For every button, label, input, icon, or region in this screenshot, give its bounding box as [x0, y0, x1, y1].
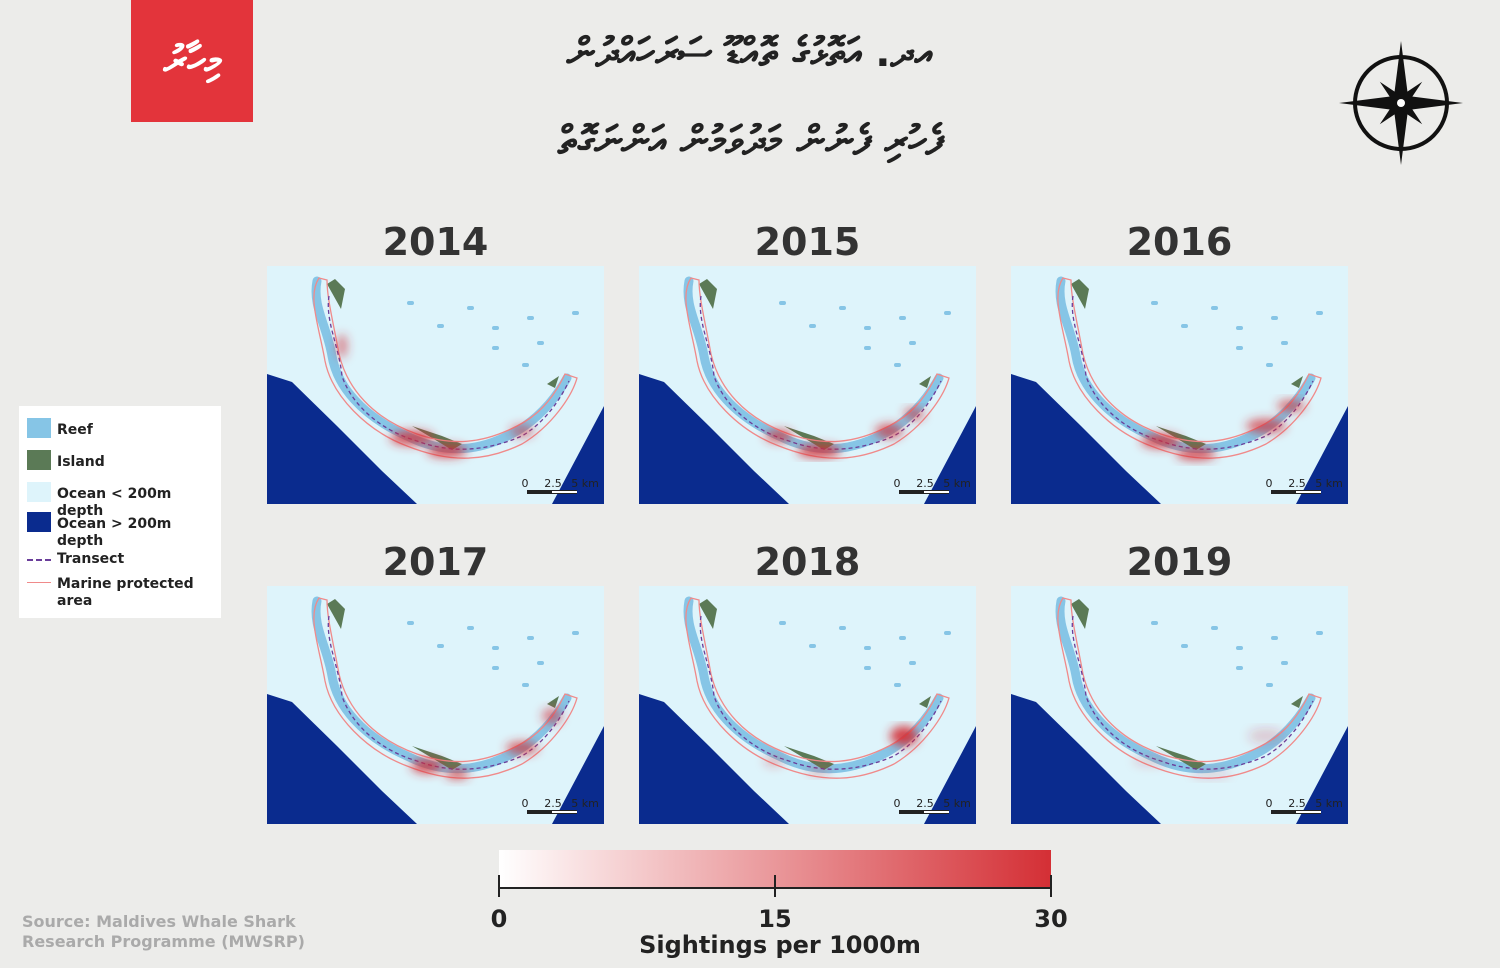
heat-blob — [1133, 756, 1169, 766]
heat-blob — [875, 424, 903, 438]
scale-label: 2.5 — [1288, 797, 1306, 810]
map-year: 2019 — [1126, 540, 1233, 584]
heat-blob — [390, 431, 434, 445]
title-line: އދ. އަތޮޅުގެ ތޮއްޑޫ ސަރަހައްދުން — [566, 30, 934, 76]
heat-blob — [1191, 770, 1231, 778]
heat-blob — [445, 769, 469, 779]
sightings-heat — [411, 708, 562, 779]
legend-label: Ocean > 200m depth — [57, 516, 172, 549]
sightings-heat — [1141, 400, 1305, 460]
legend-label: Island — [57, 454, 105, 470]
scale-label: 5 km — [571, 477, 599, 490]
heat-blob — [1246, 419, 1286, 433]
colorbar-tick-label: 30 — [1034, 905, 1067, 933]
scale-label: 2.5 — [544, 797, 562, 810]
compass — [1339, 41, 1463, 165]
heat-blob — [506, 742, 538, 754]
sightings-heat — [337, 334, 534, 457]
colorbar: Sightings per 1000m 0 15 30 — [491, 850, 1068, 959]
scale-label: 0 — [1266, 477, 1273, 490]
source: Source: Maldives Whale Shark Research Pr… — [22, 912, 305, 951]
heat-blob — [542, 708, 562, 724]
heat-blob — [807, 767, 831, 775]
map: 0 2.5 5 km — [1011, 586, 1348, 824]
sightings-heat — [765, 408, 924, 457]
sightings-heat — [1133, 728, 1284, 778]
legend-label: Marine protected area — [57, 576, 194, 609]
map-year: 2017 — [382, 540, 489, 584]
heat-blob — [510, 425, 534, 437]
heat-blob — [764, 756, 784, 766]
title-line: ފެހުރި ފެނުން މަދުވަމުން އަންނަގޮތް — [557, 118, 943, 164]
heat-blob — [1176, 448, 1216, 460]
map-year: 2014 — [382, 220, 489, 264]
scale-label: 0 — [1266, 797, 1273, 810]
scale-label: 2.5 — [916, 477, 934, 490]
heat-blob — [797, 445, 841, 457]
map: 0 2.5 5 km — [639, 266, 976, 504]
map-year: 2016 — [1126, 220, 1233, 264]
heat-blob — [1277, 400, 1305, 412]
colorbar-tick-label: 15 — [758, 905, 791, 933]
scale-label: 5 km — [571, 797, 599, 810]
map: 0 2.5 5 km — [639, 586, 976, 824]
scale-label: 2.5 — [1288, 477, 1306, 490]
legend-label: Transect — [57, 551, 125, 567]
legend-swatch — [27, 512, 51, 532]
scale-label: 0 — [894, 477, 901, 490]
scale-label: 5 km — [1315, 477, 1343, 490]
logo: މިހާރު — [131, 0, 253, 122]
legend-swatch — [27, 482, 51, 502]
map: 0 2.5 5 km — [267, 586, 604, 824]
heat-blob — [337, 334, 347, 358]
legend-swatch — [27, 450, 51, 470]
sightings-heat — [764, 726, 918, 775]
scale-label: 5 km — [943, 477, 971, 490]
scale-label: 5 km — [1315, 797, 1343, 810]
heat-blob — [427, 445, 467, 457]
scale-label: 2.5 — [916, 797, 934, 810]
legend: Reef Island Ocean < 200m depth Ocean > 200m… — [19, 406, 221, 618]
map: 0 2.5 5 km — [1011, 266, 1348, 504]
heat-blob — [1248, 728, 1284, 744]
scale-label: 5 km — [943, 797, 971, 810]
legend-label: Ocean < 200m depth — [57, 486, 172, 519]
map: 0 2.5 5 km — [267, 266, 604, 504]
map-year: 2018 — [754, 540, 861, 584]
scale-label: 0 — [894, 797, 901, 810]
colorbar-tick-label: 0 — [491, 905, 508, 933]
legend-swatch — [27, 559, 51, 561]
legend-label: Reef — [57, 422, 93, 438]
heat-blob — [1141, 434, 1181, 448]
scale-label: 2.5 — [544, 477, 562, 490]
map-year: 2015 — [754, 220, 861, 264]
legend-swatch — [27, 582, 51, 583]
colorbar-label: Sightings per 1000m — [639, 931, 921, 959]
heat-blob — [904, 408, 924, 420]
scale-label: 0 — [522, 477, 529, 490]
heat-blob — [411, 759, 443, 773]
heat-blob — [890, 726, 918, 746]
scale-label: 0 — [522, 797, 529, 810]
heat-blob — [765, 430, 793, 442]
legend-swatch — [27, 418, 51, 438]
